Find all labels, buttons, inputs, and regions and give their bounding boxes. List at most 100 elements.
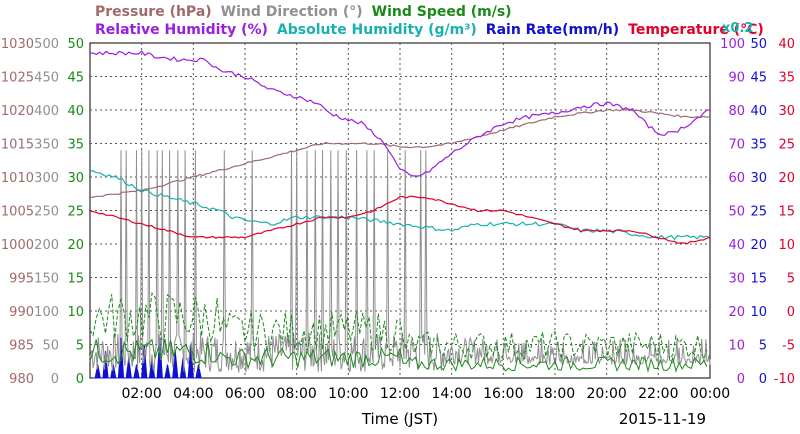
temperature-tick: -5 [782,339,795,354]
header-line2: Relative Humidity (%) Absolute Humidity (… [95,22,764,38]
relative-humidity-tick: 60 [728,171,745,186]
relative-humidity-tick: 70 [728,138,745,153]
header-line1: Pressure (hPa) Wind Direction (°) Wind Spe… [95,4,512,20]
temperature-tick: 20 [778,171,795,186]
rain-rate-tick: 5 [759,339,767,354]
header-item: Rain Rate(mm/h) [486,22,619,38]
series-wind-speed [89,338,708,373]
pressure-tick: 1030 [1,37,34,52]
temperature-tick: 0 [787,305,795,320]
rain-rate-tick: 25 [750,205,767,220]
x-tick-label: 00:00 [690,386,730,402]
wind-speed-tick: 40 [67,104,84,119]
wind-direction-tick: 150 [34,272,59,287]
header-item: Absolute Humidity (g/m³) [277,22,477,38]
x-axis-label: Time (JST) [361,410,438,428]
header-item: Wind Direction (°) [221,4,363,20]
wind-speed-tick: 35 [67,138,84,153]
series-temperature [89,195,711,245]
pressure-tick: 1020 [1,104,34,119]
header-item: Pressure (hPa) [95,4,212,20]
wind-direction-tick: 400 [34,104,59,119]
relative-humidity-tick: 30 [728,272,745,287]
wind-direction-tick: 50 [42,339,59,354]
x-tick-label: 22:00 [638,386,678,402]
wind-direction-tick: 200 [34,238,59,253]
header-item: Wind Speed (m/s) [372,4,512,20]
temperature-tick: 40 [778,37,795,52]
rain-rate-tick: 30 [750,171,767,186]
wind-speed-tick: 30 [67,171,84,186]
rain-rate-tick: 0 [759,372,767,387]
rain-rate-tick: 50 [750,37,767,52]
x-tick-label: 14:00 [431,386,471,402]
wind-direction-tick: 100 [34,305,59,320]
wind-speed-tick: 25 [67,205,84,220]
pressure-tick: 995 [9,272,34,287]
series-rain-rate [92,337,202,379]
x-tick-label: 06:00 [225,386,265,402]
wind-speed-tick: 5 [76,339,84,354]
x-tick-label: 20:00 [586,386,626,402]
rain-rate-tick: 35 [750,138,767,153]
temperature-tick: 10 [778,238,795,253]
header-item: Temperature (°C) [628,22,764,38]
wind-speed-tick: 50 [67,37,84,52]
factor-label: x0.2 [722,21,753,36]
wind-speed-tick: 0 [76,372,84,387]
pressure-tick: 1005 [1,205,34,220]
relative-humidity-tick: 90 [728,71,745,86]
x-tick-label: 18:00 [535,386,575,402]
rain-rate-tick: 20 [750,238,767,253]
wind-direction-tick: 0 [51,372,59,387]
relative-humidity-tick: 100 [720,37,745,52]
pressure-tick: 1000 [1,238,34,253]
wind-speed-tick: 10 [67,305,84,320]
rain-rate-tick: 45 [750,71,767,86]
x-tick-label: 10:00 [328,386,368,402]
relative-humidity-tick: 50 [728,205,745,220]
temperature-tick: 35 [778,71,795,86]
rain-rate-tick: 15 [750,272,767,287]
series-wind-direction [89,150,711,373]
pressure-tick: 980 [9,372,34,387]
x-tick-label: 08:00 [276,386,316,402]
x-tick-label: 12:00 [380,386,420,402]
axis-labels: 9809859909951000100510101015102010251030… [1,37,795,402]
relative-humidity-tick: 40 [728,238,745,253]
series-relative-humidity [89,50,711,177]
pressure-tick: 990 [9,305,34,320]
wind-direction-tick: 350 [34,138,59,153]
header-item: Relative Humidity (%) [95,22,268,38]
rain-rate-tick: 10 [750,305,767,320]
date-label: 2015-11-19 [619,410,706,428]
x-tick-label: 04:00 [173,386,213,402]
relative-humidity-tick: 80 [728,104,745,119]
x-tick-label: 16:00 [483,386,523,402]
header: Pressure (hPa) Wind Direction (°) Wind Spe… [95,4,764,38]
relative-humidity-tick: 0 [737,372,745,387]
pressure-tick: 1025 [1,71,34,86]
pressure-tick: 1010 [1,171,34,186]
relative-humidity-tick: 10 [728,339,745,354]
temperature-tick: 30 [778,104,795,119]
temperature-tick: 15 [778,205,795,220]
wind-direction-tick: 500 [34,37,59,52]
series-group [89,50,711,379]
wind-direction-tick: 300 [34,171,59,186]
wind-speed-tick: 15 [67,272,84,287]
temperature-tick: -10 [774,372,795,387]
pressure-tick: 985 [9,339,34,354]
wind-direction-tick: 250 [34,205,59,220]
rain-rate-tick: 40 [750,104,767,119]
temperature-tick: 5 [787,272,795,287]
series-pressure [89,108,711,198]
x-tick-label: 02:00 [121,386,161,402]
pressure-tick: 1015 [1,138,34,153]
wind-speed-tick: 20 [67,238,84,253]
temperature-tick: 25 [778,138,795,153]
footer: Time (JST) 2015-11-19 [361,410,706,428]
relative-humidity-tick: 20 [728,305,745,320]
